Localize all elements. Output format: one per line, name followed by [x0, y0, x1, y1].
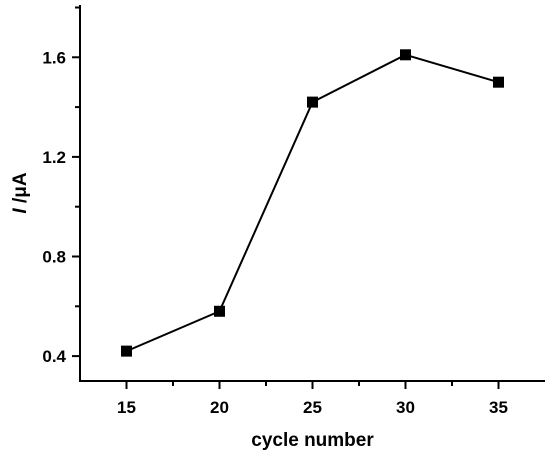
series [121, 49, 504, 357]
y-ticks: 0.4 0.8 1.2 1.6 [42, 6, 80, 366]
y-tick-label: 1.2 [42, 148, 66, 167]
y-axis-title: I /μA [10, 172, 31, 213]
y-tick-label: 0.4 [42, 347, 66, 366]
data-point [121, 345, 132, 357]
x-tick-label: 20 [210, 398, 229, 417]
x-tick-label: 30 [396, 398, 415, 417]
y-tick-label: 1.6 [42, 48, 66, 67]
x-tick-label: 15 [117, 398, 136, 417]
y-axis-title-unit: /μA [10, 172, 31, 208]
data-point [214, 305, 225, 317]
data-point [307, 96, 318, 108]
x-ticks: 15 20 25 30 35 [117, 381, 508, 417]
y-axis-title-symbol: I [10, 208, 31, 214]
y-tick-label: 0.8 [42, 247, 66, 266]
x-axis-title: cycle number [251, 430, 374, 451]
data-point [400, 49, 411, 61]
data-point [493, 76, 504, 88]
axes [79, 5, 545, 382]
x-tick-label: 35 [489, 398, 508, 417]
x-tick-label: 25 [303, 398, 322, 417]
